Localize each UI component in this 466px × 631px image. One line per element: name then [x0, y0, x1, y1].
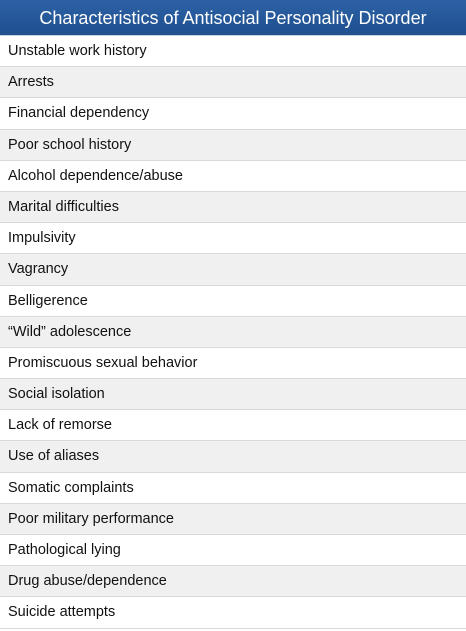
table-row: Marital difficulties — [0, 191, 466, 224]
table-row: Use of aliases — [0, 441, 466, 473]
table-row: Financial dependency — [0, 98, 466, 130]
table-row: Social isolation — [0, 379, 466, 411]
table-row: Arrests — [0, 67, 466, 99]
table-body: Unstable work history Arrests Financial … — [0, 36, 466, 629]
table-row: Belligerence — [0, 285, 466, 317]
table-row: Impulsivity — [0, 223, 466, 255]
table-row: Poor military performance — [0, 503, 466, 535]
table-row: Alcohol dependence/abuse — [0, 160, 466, 192]
table-row: Vagrancy — [0, 254, 466, 286]
table-row: Lack of remorse — [0, 410, 466, 442]
table-row: Somatic complaints — [0, 472, 466, 504]
table-row: Drug abuse/dependence — [0, 566, 466, 598]
table-row: Pathological lying — [0, 535, 466, 567]
table-title: Characteristics of Antisocial Personalit… — [0, 0, 466, 36]
table-row: Unstable work history — [0, 36, 466, 68]
table-row: Promiscuous sexual behavior — [0, 347, 466, 380]
table-row: Poor school history — [0, 129, 466, 161]
table-row: Suicide attempts — [0, 597, 466, 629]
table-row: “Wild” adolescence — [0, 316, 466, 348]
